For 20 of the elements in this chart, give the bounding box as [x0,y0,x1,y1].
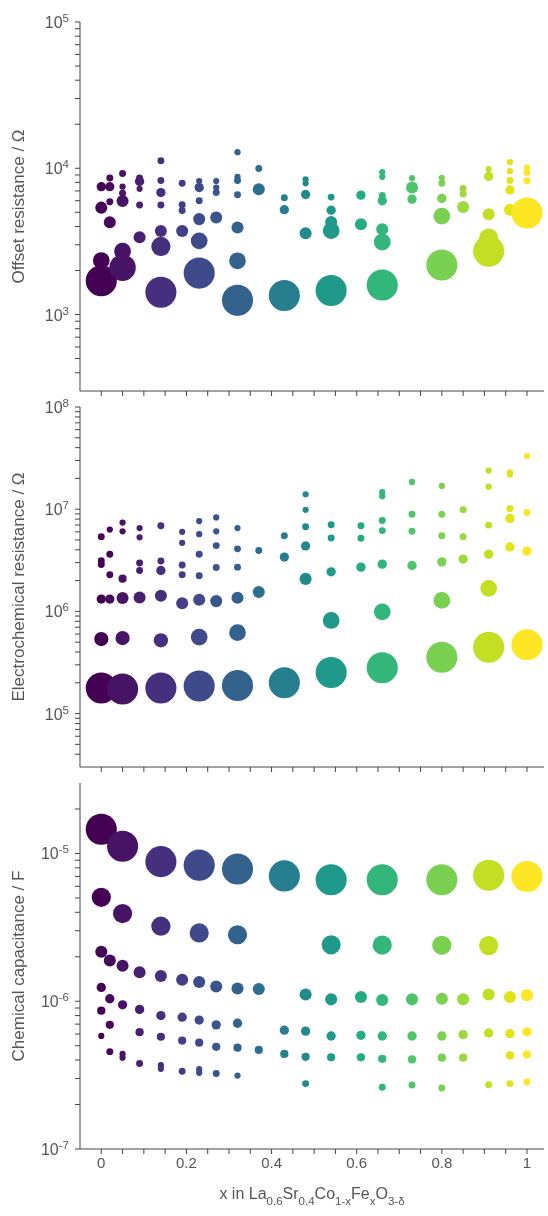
y-tick-label: 10$^{-7}$ [40,1139,69,1158]
y-axis-title: Offset resistance / Ω [9,129,28,284]
y-tick-label: 10$^{-5}$ [40,843,69,863]
y-axis-title: Chemical capacitance / F [9,870,28,1062]
x-tick-label: 0.8 [431,1154,453,1171]
x-tick-label: 0 [97,1154,106,1171]
y-tick-label: 10$^{8}$ [44,397,69,416]
y-tick-label: 10$^{3}$ [44,304,69,324]
y-tick-label: 10$^{4}$ [44,158,70,178]
x-tick-label: 0.4 [261,1154,282,1171]
y-tick-label: 10$^{-6}$ [40,991,69,1011]
y-axis-title: Electrochemical resistance / Ω [9,472,28,702]
x-tick-label: 0.2 [175,1154,197,1171]
y-tick-label: 10$^{5}$ [44,12,69,31]
text: x in La$_{0.6}$Sr$_{0.4}$Co$_{1-x}$Fe$_{x}$O$_{3-δ}$ [219,1185,405,1207]
y-tick-label: 10$^{6}$ [44,601,69,621]
y-tick-label: 10$^{5}$ [44,703,69,723]
x-tick-label: 1 [522,1154,532,1171]
x-tick-label: 0.6 [346,1154,368,1171]
y-tick-label: 10$^{7}$ [44,499,69,519]
